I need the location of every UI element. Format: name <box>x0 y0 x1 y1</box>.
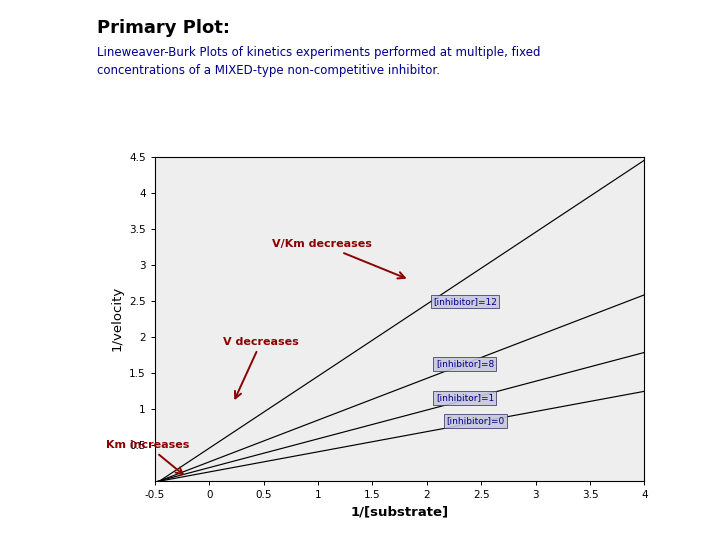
Text: V decreases: V decreases <box>223 336 299 399</box>
Text: Primary Plot:: Primary Plot: <box>97 19 230 37</box>
Text: [inhibitor]=12: [inhibitor]=12 <box>433 297 497 306</box>
Text: [inhibitor]=8: [inhibitor]=8 <box>436 360 494 368</box>
Text: [inhibitor]=0: [inhibitor]=0 <box>446 416 505 426</box>
Text: Km increases: Km increases <box>106 440 189 474</box>
Text: V/Km decreases: V/Km decreases <box>272 239 405 279</box>
Text: [inhibitor]=1: [inhibitor]=1 <box>436 393 494 402</box>
Y-axis label: 1/velocity: 1/velocity <box>111 286 124 351</box>
X-axis label: 1/[substrate]: 1/[substrate] <box>351 505 449 518</box>
Text: Lineweaver-Burk Plots of kinetics experiments performed at multiple, fixed
conce: Lineweaver-Burk Plots of kinetics experi… <box>97 46 541 77</box>
